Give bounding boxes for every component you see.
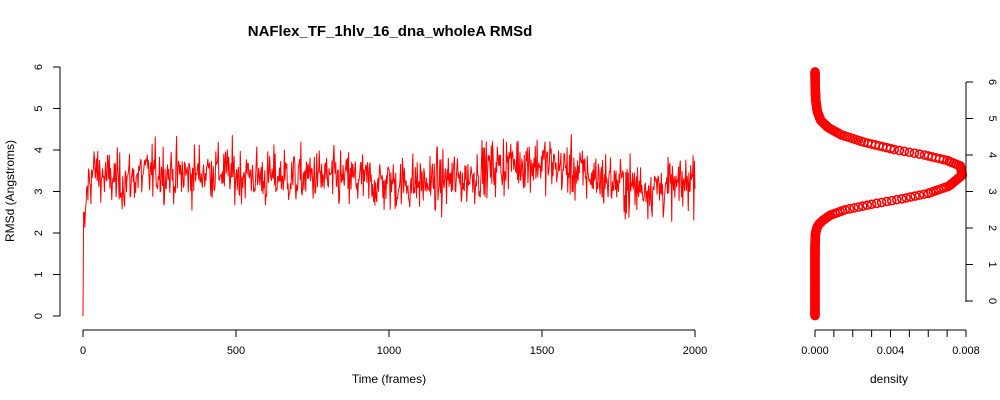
density-point — [909, 148, 920, 158]
main-x-axis-label: Time (frames) — [352, 372, 426, 386]
density-x-axis-label: density — [870, 372, 908, 386]
main-series-line — [82, 134, 696, 317]
density-point — [914, 190, 925, 200]
main-y-tick-label: 0 — [33, 313, 45, 319]
density-point — [910, 191, 920, 201]
density-point — [853, 202, 864, 212]
density-point — [914, 149, 925, 159]
main-y-tick-label: 4 — [33, 147, 45, 153]
density-y-tick-label: 3 — [986, 188, 998, 194]
main-chart-title: NAFlex_TF_1hlv_16_dna_wholeA RMSd — [248, 23, 533, 40]
density-point — [810, 67, 820, 77]
density-chart: 0.000 0.004 0.008 0 1 2 3 4 5 6 density — [801, 67, 998, 386]
density-x-tick-label: 0.000 — [801, 345, 829, 357]
main-x-ticks: 0 500 1000 1500 2000 — [80, 330, 707, 357]
density-y-tick-label: 6 — [986, 79, 998, 85]
density-point — [891, 194, 902, 205]
density-point — [919, 150, 930, 160]
density-point — [871, 198, 882, 209]
density-y-tick-label: 0 — [986, 298, 998, 304]
density-y-tick-label: 4 — [986, 152, 998, 158]
density-x-ticks: 0.000 0.004 0.008 — [801, 330, 980, 357]
density-point — [894, 145, 905, 156]
density-y-ticks: 0 1 2 3 4 5 6 — [966, 79, 998, 304]
density-point — [897, 194, 907, 204]
main-x-tick-label: 1500 — [530, 345, 554, 357]
main-x-tick-label: 500 — [227, 345, 245, 357]
density-point — [849, 203, 859, 213]
density-point — [886, 195, 897, 206]
density-x-tick-label: 0.004 — [877, 345, 905, 357]
density-point — [899, 146, 910, 157]
main-y-tick-label: 5 — [33, 105, 45, 111]
main-y-tick-label: 6 — [33, 64, 45, 70]
density-y-tick-label: 2 — [986, 225, 998, 231]
main-chart: 0 500 1000 1500 2000 0 1 2 3 4 5 6 Time (frames) R… — [3, 64, 707, 386]
density-point — [881, 196, 892, 207]
density-point — [866, 199, 877, 210]
main-y-ticks: 0 1 2 3 4 5 6 — [33, 64, 60, 319]
main-y-axis-label: RMSd (Angstroms) — [3, 140, 17, 242]
main-y-tick-label: 1 — [33, 271, 45, 277]
density-point — [863, 138, 873, 148]
density-point — [840, 204, 851, 215]
density-point — [858, 201, 868, 211]
main-y-tick-label: 2 — [33, 230, 45, 236]
density-series-points — [810, 67, 968, 321]
density-point — [905, 192, 916, 202]
density-point — [904, 147, 915, 158]
density-point — [923, 151, 934, 161]
density-y-tick-label: 1 — [986, 261, 998, 267]
main-x-tick-label: 2000 — [683, 345, 707, 357]
main-y-tick-label: 3 — [33, 188, 45, 194]
main-x-tick-label: 1000 — [377, 345, 401, 357]
density-point — [862, 200, 873, 210]
density-point — [844, 204, 855, 214]
density-point — [901, 193, 912, 203]
density-y-tick-label: 5 — [986, 115, 998, 121]
density-point — [876, 197, 887, 208]
main-x-tick-label: 0 — [80, 345, 86, 357]
density-x-tick-label: 0.008 — [952, 345, 980, 357]
